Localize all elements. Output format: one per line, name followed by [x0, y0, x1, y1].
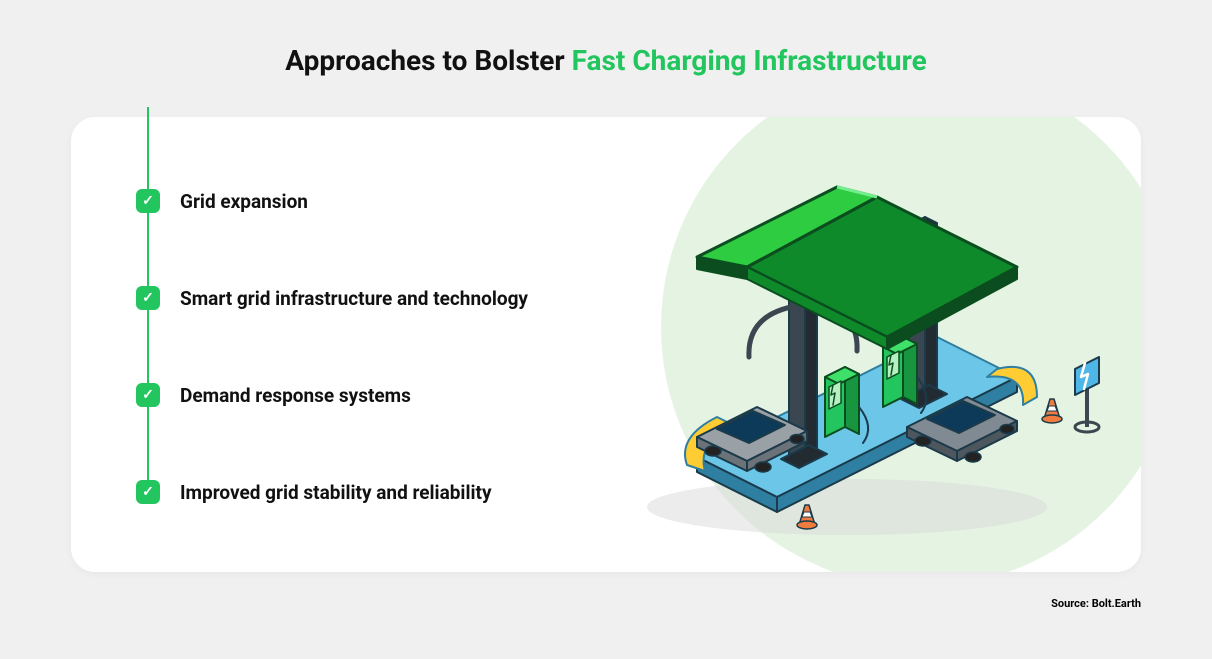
- page-title: Approaches to Bolster Fast Charging Infr…: [0, 0, 1212, 77]
- list-item-label: Smart grid infrastructure and technology: [180, 287, 528, 310]
- content-card: ✓ Grid expansion ✓ Smart grid infrastruc…: [71, 117, 1141, 572]
- source-name: Bolt.Earth: [1092, 597, 1141, 610]
- list-item: ✓ Smart grid infrastructure and technolo…: [136, 286, 528, 310]
- title-part-b: Fast Charging Infrastructure: [572, 44, 927, 77]
- title-part-a: Approaches to Bolster: [285, 44, 571, 77]
- check-icon: ✓: [136, 286, 160, 310]
- source-prefix: Source:: [1051, 597, 1092, 610]
- check-icon: ✓: [136, 480, 160, 504]
- charging-station-illustration: [637, 137, 1117, 552]
- source-attribution: Source: Bolt.Earth: [1051, 597, 1141, 610]
- list-item: ✓ Improved grid stability and reliabilit…: [136, 480, 528, 504]
- check-icon: ✓: [136, 383, 160, 407]
- list-item-label: Improved grid stability and reliability: [180, 481, 492, 504]
- check-icon: ✓: [136, 189, 160, 213]
- checklist: ✓ Grid expansion ✓ Smart grid infrastruc…: [136, 189, 528, 504]
- list-item-label: Demand response systems: [180, 384, 411, 407]
- list-item-label: Grid expansion: [180, 190, 308, 213]
- list-item: ✓ Grid expansion: [136, 189, 528, 213]
- list-item: ✓ Demand response systems: [136, 383, 528, 407]
